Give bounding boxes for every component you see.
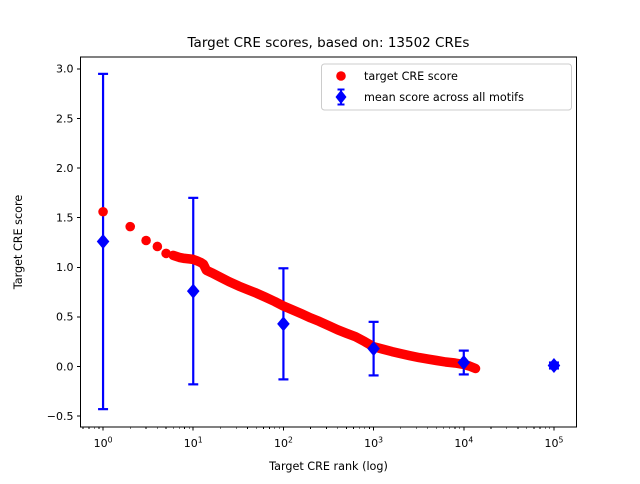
x-major-ticks <box>102 427 555 431</box>
target-score-point <box>141 235 151 246</box>
target-score-points <box>98 206 481 374</box>
x-tick-label: 100 <box>94 436 113 451</box>
x-tick-label: 104 <box>454 436 473 451</box>
x-axis-label: Target CRE rank (log) <box>268 460 388 473</box>
mean-score-point <box>96 234 110 250</box>
mean-score-markers <box>96 234 561 373</box>
target-score-point <box>152 241 163 252</box>
y-tick-label: 1.5 <box>56 211 74 224</box>
y-tick-label: −0.5 <box>47 410 74 423</box>
x-tick-label: 101 <box>184 436 203 451</box>
y-major-ticks <box>77 68 81 417</box>
x-tick-label: 102 <box>274 436 293 451</box>
y-tick-label: 3.0 <box>56 63 74 76</box>
x-tick-labels: 100 101 102 103 104 105 <box>94 436 564 451</box>
legend-mean-score-icon <box>335 88 347 106</box>
x-tick-label: 103 <box>364 436 383 451</box>
axes-spine <box>80 56 577 428</box>
legend-label-mean-score: mean score across all motifs <box>364 91 524 104</box>
y-tick-label: 0.0 <box>56 360 74 373</box>
target-score-point <box>125 221 136 232</box>
y-tick-label: 2.5 <box>56 112 74 125</box>
mean-score-point <box>457 355 471 371</box>
chart-title: Target CRE scores, based on: 13502 CREs <box>187 35 470 51</box>
y-tick-label: 2.0 <box>56 162 74 175</box>
mean-score-point <box>547 357 561 373</box>
target-score-band <box>168 250 481 374</box>
mean-score-point <box>186 283 200 299</box>
y-tick-label: 1.0 <box>56 261 74 274</box>
y-axis-label: Target CRE score <box>12 195 25 291</box>
legend-label-target-score: target CRE score <box>364 70 458 83</box>
legend: target CRE score mean score across all m… <box>321 63 572 111</box>
plot-area <box>80 57 577 427</box>
mean-score-point <box>277 316 290 332</box>
y-tick-labels: 3.0 2.5 2.0 1.5 1.0 0.5 0.0 −0.5 <box>47 63 74 423</box>
legend-target-score-icon <box>336 71 346 81</box>
mean-score-point <box>367 341 380 357</box>
y-tick-label: 0.5 <box>56 311 74 324</box>
legend-box <box>321 63 572 111</box>
x-tick-label: 105 <box>545 436 564 451</box>
target-score-point <box>98 206 108 217</box>
